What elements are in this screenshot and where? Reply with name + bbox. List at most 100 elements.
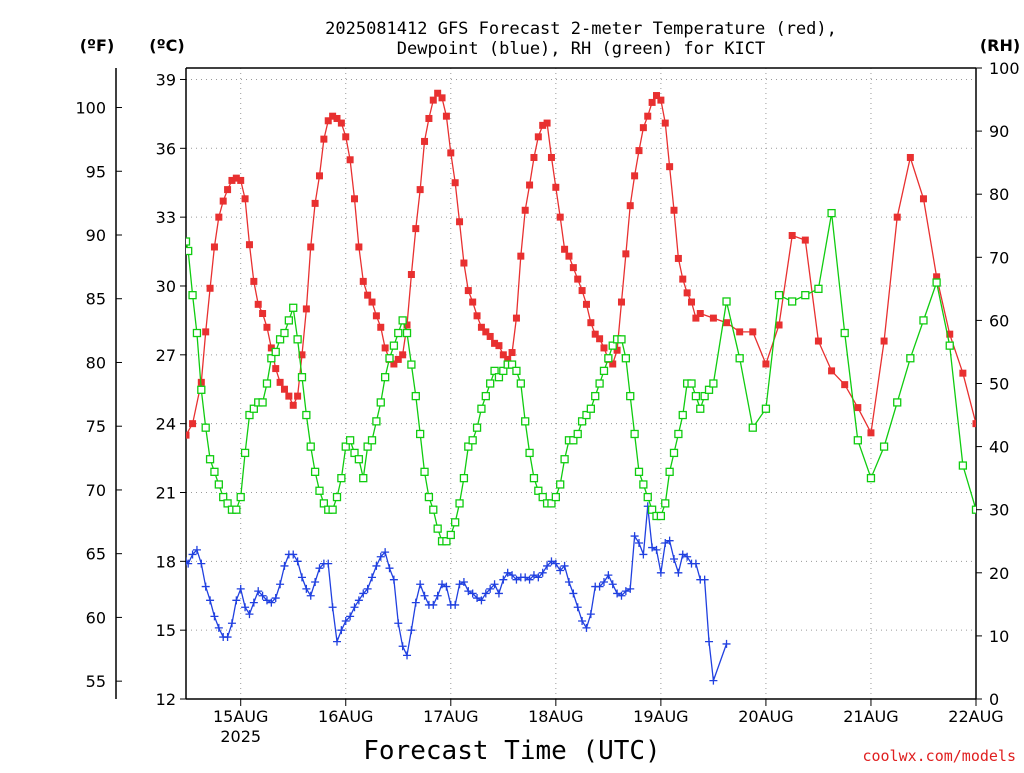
rh-point-68 xyxy=(477,404,486,413)
dewpoint-point-37 xyxy=(341,616,350,625)
rh-point-113 xyxy=(674,429,683,439)
rh-point-123 xyxy=(735,354,744,363)
text-layer: 2025081412 GFS Forecast 2-meter Temperat… xyxy=(75,19,1020,766)
rh-point-132 xyxy=(853,436,862,445)
dewpoint-point-53 xyxy=(411,598,420,607)
dewpoint-point-64 xyxy=(459,577,468,586)
temperature-point-99 xyxy=(622,250,630,258)
fahrenheit-tick-label-6: 85 xyxy=(86,290,106,309)
temperature-point-61 xyxy=(456,218,464,226)
rh-point-130 xyxy=(827,208,836,218)
temperature-point-86 xyxy=(565,252,573,260)
dewpoint-point-31 xyxy=(315,564,324,573)
rh-point-92 xyxy=(582,410,591,420)
dewpoint-point-89 xyxy=(569,589,578,598)
temperature-point-6 xyxy=(215,213,223,221)
rh-point-35 xyxy=(332,492,342,502)
temperature-point-44 xyxy=(381,344,389,352)
rh-tick-label-10: 100 xyxy=(989,59,1020,78)
temperature-point-20 xyxy=(276,378,284,386)
dewpoint-point-63 xyxy=(455,580,464,589)
celsius-tick-label-8: 36 xyxy=(156,139,176,158)
temperature-point-39 xyxy=(359,277,367,285)
rh-point-75 xyxy=(507,360,517,369)
temperature-point-23 xyxy=(289,401,297,409)
dewpoint-point-45 xyxy=(376,552,385,561)
rh-point-21 xyxy=(271,347,280,357)
x-tick-sublabel-0: 2025 xyxy=(220,727,261,746)
temperature-point-103 xyxy=(639,124,647,132)
temperature-point-67 xyxy=(482,328,490,336)
rh-point-7 xyxy=(210,467,219,476)
dewpoint-point-28 xyxy=(302,584,311,593)
rh-point-141 xyxy=(971,505,976,514)
temperature-point-65 xyxy=(473,312,481,320)
rh-point-84 xyxy=(547,499,556,508)
rh-point-46 xyxy=(380,373,390,382)
dewpoint-point-65 xyxy=(464,587,473,596)
dewpoint-point-48 xyxy=(389,575,398,584)
temperature-point-83 xyxy=(552,183,560,191)
temperature-point-40 xyxy=(364,291,372,299)
dewpoint-point-81 xyxy=(534,573,543,582)
rh-point-131 xyxy=(840,328,849,338)
temperature-point-37 xyxy=(351,195,359,203)
rh-point-73 xyxy=(499,366,508,376)
dewpoint-point-15 xyxy=(245,610,254,619)
temperature-point-127 xyxy=(841,381,849,389)
temperature-point-105 xyxy=(648,98,656,106)
dewpoint-point-26 xyxy=(293,557,302,566)
x-tick-label-3: 18AUG xyxy=(528,707,583,726)
temperature-point-68 xyxy=(486,332,494,340)
temperature-point-69 xyxy=(491,339,499,347)
dewpoint-point-112 xyxy=(670,555,679,564)
rh-point-45 xyxy=(376,398,385,407)
temperature-point-3 xyxy=(202,328,210,336)
rh-point-72 xyxy=(494,373,504,382)
rh-point-106 xyxy=(643,492,652,502)
temperature-point-63 xyxy=(464,287,472,295)
rh-point-26 xyxy=(293,335,302,344)
rh-point-1 xyxy=(186,246,193,256)
rh-point-39 xyxy=(350,448,359,458)
dewpoint-point-18 xyxy=(258,591,267,600)
fahrenheit-tick-label-7: 90 xyxy=(86,226,106,245)
rh-point-97 xyxy=(604,354,613,363)
dewpoint-point-100 xyxy=(617,591,626,600)
temperature-point-116 xyxy=(696,310,704,318)
dewpoint-point-43 xyxy=(368,573,377,582)
fahrenheit-unit-label: (ºF) xyxy=(80,36,115,55)
rh-point-80 xyxy=(529,473,539,483)
rh-point-94 xyxy=(591,391,600,401)
dewpoint-point-54 xyxy=(416,580,425,589)
rh-point-78 xyxy=(521,417,530,426)
dewpoint-point-36 xyxy=(337,626,346,635)
temperature-point-56 xyxy=(434,89,442,97)
rh-point-27 xyxy=(297,373,307,382)
dewpoint-point-57 xyxy=(429,600,438,609)
dewpoint-point-70 xyxy=(486,584,495,593)
temperature-point-11 xyxy=(237,176,245,184)
temperature-point-137 xyxy=(972,420,976,428)
dewpoint-point-29 xyxy=(306,591,315,600)
dewpoint-point-122 xyxy=(722,639,731,648)
rh-point-117 xyxy=(691,391,701,401)
temperature-point-24 xyxy=(294,392,302,400)
temperature-point-76 xyxy=(521,206,529,214)
credit-text: coolwx.com/models xyxy=(862,747,1016,765)
series-rh-group xyxy=(186,208,976,546)
dewpoint-point-105 xyxy=(639,550,648,559)
rh-point-139 xyxy=(945,341,954,350)
temperature-point-117 xyxy=(709,314,717,322)
temperature-point-112 xyxy=(679,275,687,283)
rh-point-24 xyxy=(284,316,294,325)
dewpoint-point-12 xyxy=(232,596,241,605)
rh-point-31 xyxy=(315,486,324,495)
dewpoint-point-90 xyxy=(573,603,582,612)
temperature-point-72 xyxy=(504,355,512,363)
chart-title-line-1: 2025081412 GFS Forecast 2-meter Temperat… xyxy=(325,19,837,39)
series-dewpoint-line xyxy=(186,506,728,681)
rh-tick-label-7: 70 xyxy=(989,248,1009,267)
rh-point-70 xyxy=(486,379,495,388)
dewpoint-point-58 xyxy=(433,591,442,600)
